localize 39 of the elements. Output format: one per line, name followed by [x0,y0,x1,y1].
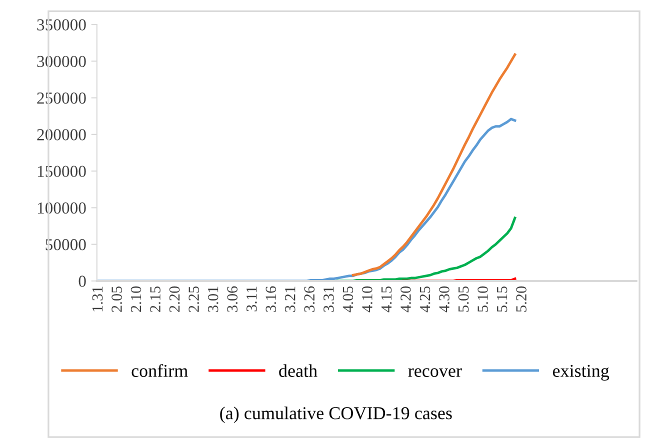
y-tick-label: 0 [78,276,86,287]
legend-label: death [279,364,318,377]
y-tick-label: 100000 [38,202,86,214]
x-tick-label: 5.05 [458,286,469,312]
x-tick-label: 3.01 [208,286,218,312]
y-tick-label: 200000 [37,129,86,140]
x-tick-label: 4.25 [420,286,430,312]
y-tick-label: 300000 [37,56,86,68]
legend-label: recover [408,368,462,377]
x-tick-label: 2.25 [188,286,200,312]
y-tick-label: 50000 [46,239,86,250]
x-tick-label: 5.15 [496,286,508,312]
x-tick-label: 4.20 [400,286,411,312]
x-tick-label: 3.06 [227,286,238,312]
line-series [336,216,516,281]
line-series [352,53,516,276]
y-tick-label: 150000 [38,166,86,178]
x-tick-label: 3.11 [246,286,257,312]
legend-label: existing [552,364,610,381]
x-tick-label: 4.05 [342,286,354,312]
y-tick-label: 250000 [37,92,86,104]
x-tick-label: 4.10 [362,286,372,312]
legend-label: confirm [132,364,188,377]
x-tick-label: 4.30 [439,286,450,312]
x-tick-label: 4.15 [381,286,392,312]
y-tick-label: 350000 [37,19,86,30]
x-tick-label: 3.31 [324,286,334,312]
x-tick-label: 3.16 [266,286,276,312]
x-tick-label: 3.21 [285,286,296,312]
x-tick-label: 5.10 [478,286,488,312]
line-series [98,118,516,281]
x-tick-label: 2.15 [150,286,161,312]
x-tick-label: 2.10 [130,286,142,312]
x-tick-label: 2.20 [169,286,180,312]
x-tick-label: 3.26 [304,286,315,312]
x-tick-label: 1.31 [92,286,103,312]
x-tick-label: 2.05 [112,286,122,312]
text: (a) cumulative COVID-19 cases [220,406,452,423]
x-tick-label: 5.20 [516,286,527,312]
